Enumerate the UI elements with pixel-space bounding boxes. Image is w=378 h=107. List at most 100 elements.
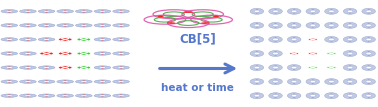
- Circle shape: [64, 12, 67, 13]
- Ellipse shape: [20, 38, 36, 41]
- Circle shape: [45, 82, 48, 83]
- Ellipse shape: [113, 10, 129, 13]
- Circle shape: [367, 41, 370, 42]
- Circle shape: [26, 96, 29, 97]
- Ellipse shape: [366, 80, 372, 83]
- Circle shape: [64, 26, 67, 27]
- Circle shape: [293, 97, 295, 98]
- Circle shape: [64, 94, 67, 95]
- Ellipse shape: [38, 38, 55, 41]
- Ellipse shape: [347, 52, 353, 55]
- Ellipse shape: [347, 38, 353, 41]
- Circle shape: [256, 55, 258, 56]
- Circle shape: [26, 68, 29, 69]
- Circle shape: [293, 23, 295, 24]
- Circle shape: [290, 52, 299, 55]
- Circle shape: [311, 23, 314, 24]
- Ellipse shape: [287, 22, 301, 28]
- Circle shape: [26, 80, 29, 81]
- Circle shape: [311, 83, 314, 84]
- Ellipse shape: [287, 93, 301, 99]
- Ellipse shape: [43, 67, 50, 68]
- Circle shape: [330, 97, 333, 98]
- Ellipse shape: [80, 11, 87, 12]
- Circle shape: [274, 41, 277, 42]
- Circle shape: [256, 65, 258, 66]
- Circle shape: [82, 12, 85, 13]
- Ellipse shape: [25, 81, 31, 82]
- Ellipse shape: [1, 10, 18, 13]
- Ellipse shape: [347, 10, 353, 13]
- Ellipse shape: [287, 79, 301, 85]
- Circle shape: [157, 16, 163, 17]
- Ellipse shape: [25, 25, 31, 26]
- Circle shape: [367, 23, 370, 24]
- Circle shape: [201, 22, 206, 24]
- Ellipse shape: [254, 80, 260, 83]
- Ellipse shape: [250, 36, 264, 42]
- Circle shape: [120, 10, 122, 11]
- Circle shape: [26, 10, 29, 11]
- Circle shape: [256, 37, 258, 38]
- Ellipse shape: [113, 52, 129, 55]
- Ellipse shape: [6, 25, 13, 26]
- Ellipse shape: [310, 24, 316, 27]
- Ellipse shape: [362, 93, 375, 99]
- Circle shape: [367, 37, 370, 38]
- Ellipse shape: [43, 39, 50, 40]
- Ellipse shape: [99, 25, 106, 26]
- Circle shape: [82, 24, 85, 25]
- Circle shape: [101, 96, 104, 97]
- Circle shape: [120, 82, 122, 83]
- Circle shape: [311, 97, 314, 98]
- Circle shape: [8, 26, 11, 27]
- Circle shape: [256, 97, 258, 98]
- Circle shape: [8, 52, 11, 53]
- Ellipse shape: [38, 24, 55, 27]
- Ellipse shape: [1, 80, 18, 83]
- Ellipse shape: [329, 94, 334, 97]
- Ellipse shape: [76, 94, 92, 97]
- Circle shape: [120, 26, 122, 27]
- Ellipse shape: [99, 11, 106, 12]
- Ellipse shape: [325, 36, 338, 42]
- Ellipse shape: [366, 38, 372, 41]
- Ellipse shape: [76, 10, 92, 13]
- Ellipse shape: [99, 81, 106, 82]
- Ellipse shape: [25, 39, 31, 40]
- Ellipse shape: [6, 53, 13, 54]
- Circle shape: [367, 55, 370, 56]
- Ellipse shape: [329, 10, 334, 13]
- Ellipse shape: [310, 94, 316, 97]
- Ellipse shape: [273, 94, 278, 97]
- Ellipse shape: [94, 94, 111, 97]
- Circle shape: [120, 96, 122, 97]
- Ellipse shape: [254, 66, 260, 69]
- Circle shape: [8, 12, 11, 13]
- Ellipse shape: [38, 80, 55, 83]
- Circle shape: [349, 51, 351, 52]
- Ellipse shape: [43, 11, 50, 12]
- Circle shape: [8, 94, 11, 95]
- Ellipse shape: [343, 22, 357, 28]
- Ellipse shape: [310, 10, 316, 13]
- Ellipse shape: [20, 94, 36, 97]
- Ellipse shape: [287, 65, 301, 71]
- Ellipse shape: [94, 66, 111, 69]
- Circle shape: [120, 94, 122, 95]
- Circle shape: [308, 66, 318, 69]
- Circle shape: [256, 41, 258, 42]
- Ellipse shape: [43, 25, 50, 26]
- Ellipse shape: [43, 81, 50, 82]
- Ellipse shape: [362, 79, 375, 85]
- Ellipse shape: [118, 95, 125, 96]
- Circle shape: [367, 83, 370, 84]
- Ellipse shape: [366, 24, 372, 27]
- Circle shape: [349, 9, 351, 10]
- Circle shape: [101, 54, 104, 55]
- Circle shape: [26, 82, 29, 83]
- Circle shape: [330, 37, 333, 38]
- Circle shape: [64, 10, 67, 11]
- Ellipse shape: [57, 24, 74, 27]
- Circle shape: [8, 96, 11, 97]
